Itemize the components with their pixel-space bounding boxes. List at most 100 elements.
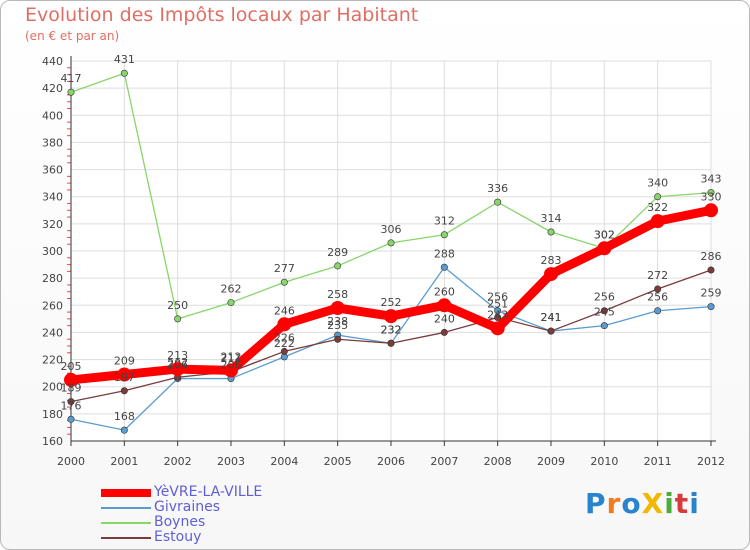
data-point: [174, 315, 182, 323]
logo-letter: i: [689, 487, 700, 520]
data-point: [387, 239, 395, 247]
data-label: 205: [61, 360, 82, 373]
logo-letter: X: [641, 487, 665, 520]
data-label: 252: [381, 296, 402, 309]
data-label: 176: [61, 399, 82, 412]
data-label: 259: [701, 287, 722, 300]
chart-subtitle: (en € et par an): [25, 29, 120, 43]
data-point: [277, 317, 292, 332]
data-point: [654, 307, 662, 315]
data-label: 330: [701, 190, 722, 203]
data-label: 260: [434, 285, 455, 298]
data-label: 232: [381, 323, 402, 336]
y-tick-label: 360: [42, 164, 63, 177]
data-point: [547, 327, 555, 335]
data-label: 246: [274, 304, 295, 317]
y-tick-label: 280: [42, 272, 63, 285]
data-point: [334, 262, 342, 270]
data-point: [494, 198, 502, 206]
data-point: [544, 267, 558, 282]
data-label: 209: [114, 355, 135, 368]
data-label: 206: [167, 359, 188, 372]
legend-label: Estouy: [154, 529, 202, 545]
data-point: [494, 307, 502, 315]
x-tick-label: 2012: [697, 455, 725, 468]
x-tick-label: 2008: [484, 455, 512, 468]
data-point: [387, 339, 395, 347]
data-point: [490, 321, 505, 336]
x-tick-label: 2009: [537, 455, 565, 468]
y-tick-label: 440: [42, 55, 63, 68]
data-label: 322: [647, 201, 668, 214]
data-label: 251: [487, 298, 508, 311]
data-label: 211: [221, 352, 242, 365]
data-label: 168: [114, 410, 135, 423]
data-point: [654, 193, 662, 201]
data-label: 417: [61, 72, 82, 85]
legend-item: Boynes: [101, 514, 341, 530]
x-tick-label: 2001: [110, 455, 138, 468]
data-label: 312: [434, 215, 455, 228]
data-label: 314: [541, 212, 562, 225]
data-point: [170, 362, 185, 377]
data-label: 262: [221, 283, 242, 296]
data-label: 256: [647, 291, 668, 304]
legend-label: YèVRE-LA-VILLE: [154, 484, 263, 500]
x-tick-label: 2002: [164, 455, 192, 468]
data-point: [707, 266, 715, 274]
data-point: [330, 301, 345, 315]
y-tick-label: 400: [42, 109, 63, 122]
data-label: 256: [487, 291, 508, 304]
chart-title: Evolution des Impôts locaux par Habitant: [25, 4, 419, 26]
data-label: 286: [701, 250, 722, 263]
data-label: 212: [221, 350, 242, 363]
logo-letter: P: [585, 487, 607, 520]
y-tick-label: 300: [42, 245, 63, 258]
legend-label: Givraines: [154, 499, 221, 515]
x-tick-label: 2007: [430, 455, 458, 468]
y-tick-label: 320: [42, 218, 63, 231]
logo-letter: i: [664, 487, 675, 520]
data-label: 306: [381, 223, 402, 236]
data-point: [384, 309, 398, 324]
data-point: [64, 372, 78, 387]
data-label: 289: [327, 246, 348, 259]
data-label: 302: [594, 228, 615, 241]
legend-swatch: [101, 536, 151, 539]
data-point: [600, 322, 608, 330]
data-point: [440, 328, 448, 336]
data-point: [707, 189, 715, 197]
data-label: 189: [61, 382, 82, 395]
data-label: 256: [594, 291, 615, 304]
data-label: 288: [434, 247, 455, 260]
data-label: 343: [701, 173, 722, 186]
data-point: [67, 415, 75, 423]
y-tick-label: 260: [42, 299, 63, 312]
data-label: 258: [327, 288, 348, 301]
data-label: 232: [381, 323, 402, 336]
data-point: [440, 263, 448, 271]
data-point: [707, 303, 715, 311]
data-point: [227, 299, 235, 307]
logo-letter: o: [621, 487, 642, 520]
data-label: 302: [594, 228, 615, 241]
proxiti-logo: ProXiti: [585, 487, 700, 520]
data-label: 207: [167, 357, 188, 370]
data-label: 245: [594, 306, 615, 319]
data-label: 272: [647, 269, 668, 282]
logo-letter: r: [606, 487, 622, 520]
data-label: 238: [327, 315, 348, 328]
data-point: [120, 426, 128, 434]
data-point: [704, 203, 718, 218]
x-tick-label: 2004: [270, 455, 298, 468]
y-tick-label: 340: [42, 191, 63, 204]
data-point: [120, 69, 128, 77]
y-tick-label: 380: [42, 136, 63, 149]
data-label: 206: [221, 359, 242, 372]
data-point: [650, 214, 665, 229]
x-tick-label: 2003: [217, 455, 245, 468]
data-point: [597, 241, 612, 256]
legend-swatch: [101, 506, 151, 509]
data-point: [67, 398, 75, 406]
